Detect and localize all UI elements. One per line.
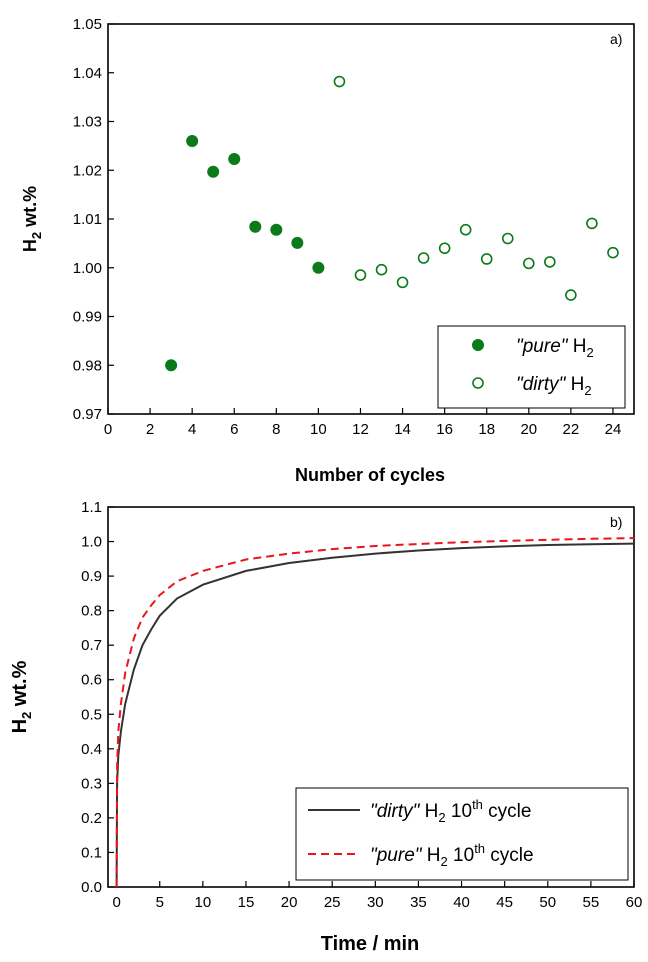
dirty-h2-point xyxy=(396,276,409,289)
legend-marker xyxy=(472,339,484,351)
panel-a-y-tick-label: 1.00 xyxy=(73,260,102,277)
panel-a-x-tick-label: 22 xyxy=(563,421,580,438)
panel-b-y-axis-title: H2 wt.% xyxy=(9,660,34,733)
panel-b-x-tick-label: 30 xyxy=(367,894,384,911)
panel-a-y-tick-label: 0.99 xyxy=(73,309,102,326)
legend-marker xyxy=(472,377,484,389)
panel-a-axes: 0 2 4 6 8 10 12 14 16 18 20 22 240.970.980.991.001.0… xyxy=(73,16,622,438)
panel-a-y-tick-label: 1.04 xyxy=(73,65,102,82)
panel-a-x-tick-label: 18 xyxy=(478,421,495,438)
panel-a-x-tick-label: 6 xyxy=(230,421,238,438)
panel-b-x-tick-label: 25 xyxy=(324,894,341,911)
panel-b-y-tick-label: 0.7 xyxy=(81,637,102,654)
panel-b-x-tick-label: 15 xyxy=(238,894,255,911)
panel-a-x-tick-label: 4 xyxy=(188,421,196,438)
panel-a-chart: a) Number of cycles H2 wt.% 0 2 4 6 8 10 12 14 1… xyxy=(20,16,635,485)
panel-a-x-tick-label: 14 xyxy=(394,421,411,438)
panel-a-x-axis-title: Number of cycles xyxy=(295,465,445,485)
panel-a-x-tick-label: 2 xyxy=(146,421,154,438)
panel-b-x-tick-label: 45 xyxy=(496,894,513,911)
legend-label: "pure" H2 10th cycle xyxy=(370,841,534,869)
pure-h2-point xyxy=(291,236,304,249)
dirty-h2-point xyxy=(480,253,493,265)
panel-a-label: a) xyxy=(610,31,622,47)
panel-a-legend: "pure" H2 "dirty" H2 xyxy=(437,325,626,409)
panel-a-y-tick-label: 1.01 xyxy=(73,211,102,228)
legend-label: "pure" H2 xyxy=(516,336,594,360)
dirty-h2-point xyxy=(417,252,430,264)
legend-label: "dirty" H2 xyxy=(516,374,592,398)
pure-h2-point xyxy=(186,135,199,147)
dirty-h2-point xyxy=(586,217,598,230)
panel-a-x-tick-label: 0 xyxy=(104,421,112,438)
dirty-h2-point xyxy=(565,289,577,301)
dirty-h2-point xyxy=(459,223,472,236)
dirty-h2-point xyxy=(438,242,451,255)
panel-a-y-tick-label: 0.97 xyxy=(73,406,102,423)
panel-b-legend-box xyxy=(295,787,629,881)
dirty-h2-curve xyxy=(115,542,635,888)
panel-b-x-tick-label: 20 xyxy=(281,894,298,911)
panel-b-x-tick-label: 60 xyxy=(626,894,643,911)
panel-b-chart: b) Time / min H2 wt.% 0 5 10 15 20 25 30 35 40 45… xyxy=(9,499,642,955)
panel-b-y-tick-label: 0.4 xyxy=(81,741,102,758)
panel-b-x-tick-label: 10 xyxy=(195,894,212,911)
panel-b-legend: "dirty" H2 10th cycle "pure" H2 10th cycl… xyxy=(295,787,629,881)
panel-a-x-tick-label: 12 xyxy=(352,421,369,438)
panel-b-y-tick-label: 1.1 xyxy=(81,499,102,516)
panel-b-y-tick-label: 0.3 xyxy=(81,775,102,792)
panel-b-y-tick-label: 1.0 xyxy=(81,534,102,551)
dirty-h2-point xyxy=(375,263,388,276)
panel-b-x-tick-label: 0 xyxy=(112,894,120,911)
panel-b-y-tick-label: 0.1 xyxy=(81,844,102,861)
legend-label: "dirty" H2 10th cycle xyxy=(370,797,531,825)
panel-b-y-tick-label: 0.2 xyxy=(81,810,102,827)
pure-h2-point xyxy=(228,153,241,166)
dirty-h2-point xyxy=(522,257,535,270)
panel-a-x-tick-label: 24 xyxy=(605,421,622,438)
panel-b-x-tick-label: 50 xyxy=(539,894,556,911)
panel-b-x-tick-label: 5 xyxy=(156,894,164,911)
pure-h2-curve xyxy=(115,537,635,888)
panel-a-legend-box xyxy=(437,325,626,409)
panel-b-axes: 0 5 10 15 20 25 30 35 40 45 50 55 60 0.0 0.1 0.2 0.3 0.4 0… xyxy=(81,499,642,911)
pure-h2-point xyxy=(165,359,178,372)
panel-a-y-tick-label: 1.03 xyxy=(73,114,102,131)
panel-b-lines xyxy=(115,537,635,888)
dirty-h2-point xyxy=(607,246,619,259)
pure-h2-point xyxy=(249,220,262,233)
panel-b-frame xyxy=(107,506,635,888)
panel-b-y-tick-label: 0.5 xyxy=(81,706,102,723)
dirty-h2-point xyxy=(354,269,367,281)
panel-a-x-tick-label: 10 xyxy=(310,421,327,438)
panel-a-points xyxy=(165,75,619,372)
panel-a-x-tick-label: 20 xyxy=(520,421,537,438)
panel-b-label: b) xyxy=(610,514,622,530)
pure-h2-point xyxy=(312,261,325,274)
dirty-h2-point xyxy=(544,256,556,268)
panel-a-y-tick-label: 1.05 xyxy=(73,16,102,33)
panel-b-x-tick-label: 35 xyxy=(410,894,427,911)
panel-a-y-tick-label: 1.02 xyxy=(73,162,102,179)
dirty-h2-point xyxy=(333,75,346,88)
panel-b-y-tick-label: 0.9 xyxy=(81,568,102,585)
panel-a-x-tick-label: 8 xyxy=(272,421,280,438)
pure-h2-point xyxy=(207,165,220,178)
dirty-h2-point xyxy=(501,232,514,245)
panel-b-x-axis-title: Time / min xyxy=(321,933,420,955)
panel-b-y-tick-label: 0.6 xyxy=(81,672,102,689)
panel-a-y-axis-title: H2 wt.% xyxy=(20,186,44,252)
panel-b-y-tick-label: 0.0 xyxy=(81,879,102,896)
pure-h2-point xyxy=(270,223,283,236)
panel-a-x-tick-label: 16 xyxy=(436,421,453,438)
panel-b-y-tick-label: 0.8 xyxy=(81,603,102,620)
panel-a-y-tick-label: 0.98 xyxy=(73,357,102,374)
panel-b-x-tick-label: 40 xyxy=(453,894,470,911)
panel-b-x-tick-label: 55 xyxy=(583,894,600,911)
